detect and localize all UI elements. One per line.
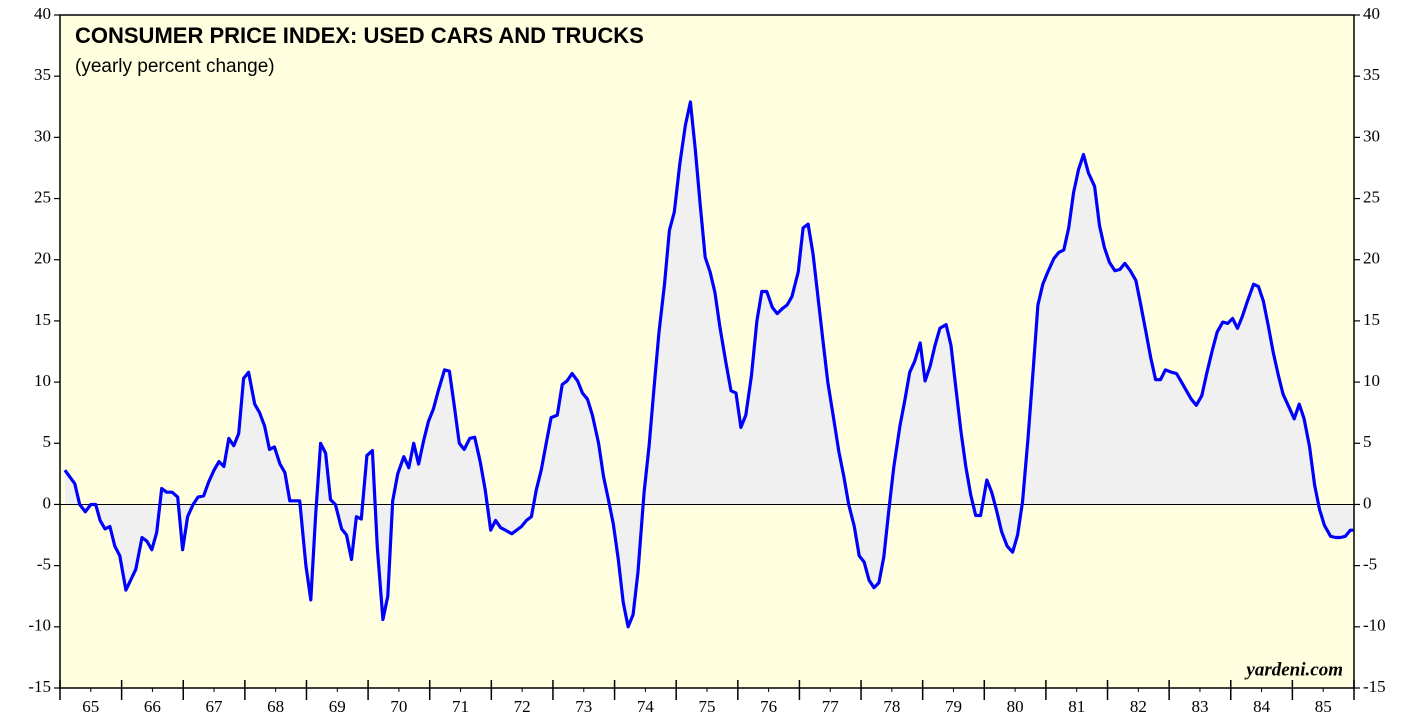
x-tick-label: 70 bbox=[390, 697, 407, 716]
y2-tick-label: 30 bbox=[1363, 126, 1380, 145]
y2-tick-label: 15 bbox=[1363, 310, 1380, 329]
x-tick-label: 67 bbox=[206, 697, 224, 716]
y2-tick-label: -5 bbox=[1363, 555, 1377, 574]
y-tick-label: 25 bbox=[34, 187, 51, 206]
y-tick-label: -5 bbox=[37, 555, 51, 574]
y2-tick-label: 10 bbox=[1363, 371, 1380, 390]
x-tick-label: 80 bbox=[1007, 697, 1024, 716]
x-tick-label: 77 bbox=[822, 697, 840, 716]
y2-tick-label: 0 bbox=[1363, 493, 1372, 512]
x-tick-label: 82 bbox=[1130, 697, 1147, 716]
chart-subtitle: (yearly percent change) bbox=[75, 56, 275, 77]
x-tick-label: 84 bbox=[1253, 697, 1271, 716]
y-tick-label: 40 bbox=[34, 4, 51, 23]
x-tick-label: 65 bbox=[82, 697, 99, 716]
y-tick-label: -15 bbox=[28, 677, 51, 696]
x-tick-label: 81 bbox=[1068, 697, 1085, 716]
x-tick-label: 68 bbox=[267, 697, 284, 716]
y-tick-label: 15 bbox=[34, 310, 51, 329]
chart-title: CONSUMER PRICE INDEX: USED CARS AND TRUC… bbox=[75, 23, 644, 48]
y2-tick-label: 20 bbox=[1363, 249, 1380, 268]
x-tick-label: 76 bbox=[760, 697, 777, 716]
x-tick-label: 74 bbox=[637, 697, 655, 716]
x-tick-label: 78 bbox=[883, 697, 900, 716]
x-tick-label: 75 bbox=[699, 697, 716, 716]
y-tick-label: 10 bbox=[34, 371, 51, 390]
x-tick-label: 66 bbox=[144, 697, 161, 716]
x-tick-label: 79 bbox=[945, 697, 962, 716]
x-tick-label: 72 bbox=[514, 697, 531, 716]
y-tick-label: 5 bbox=[43, 432, 52, 451]
y-tick-label: -10 bbox=[28, 616, 51, 635]
y2-tick-label: -10 bbox=[1363, 616, 1386, 635]
y2-tick-label: 5 bbox=[1363, 432, 1372, 451]
x-tick-label: 85 bbox=[1315, 697, 1332, 716]
x-tick-label: 69 bbox=[329, 697, 346, 716]
y2-tick-label: 40 bbox=[1363, 4, 1380, 23]
y-tick-label: 35 bbox=[34, 65, 51, 84]
x-tick-label: 83 bbox=[1191, 697, 1208, 716]
x-tick-label: 71 bbox=[452, 697, 469, 716]
y2-tick-label: 35 bbox=[1363, 65, 1380, 84]
x-tick-label: 73 bbox=[575, 697, 592, 716]
source-annotation: yardeni.com bbox=[1244, 659, 1343, 680]
y2-tick-label: 25 bbox=[1363, 187, 1380, 206]
y-tick-label: 20 bbox=[34, 249, 51, 268]
y2-tick-label: -15 bbox=[1363, 677, 1386, 696]
area bbox=[64, 101, 1354, 627]
line bbox=[63, 100, 1354, 629]
y-tick-label: 0 bbox=[43, 493, 52, 512]
y-tick-label: 30 bbox=[34, 126, 51, 145]
